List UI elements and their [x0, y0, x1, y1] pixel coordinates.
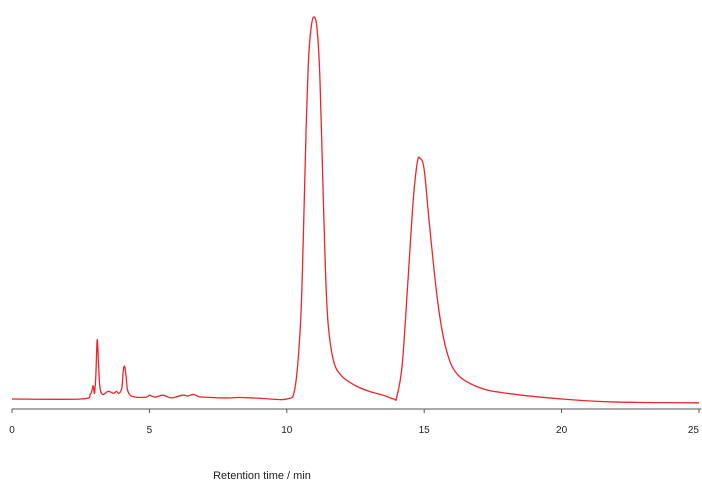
x-tick-label: 0 [9, 425, 15, 436]
x-tick-label: 15 [419, 425, 431, 436]
plot-area [11, 16, 700, 404]
x-axis-label: Retention time / min [213, 470, 311, 482]
x-tick-label: 25 [688, 425, 700, 436]
series-line-0 [11, 16, 700, 404]
x-tick-label: 20 [556, 425, 568, 436]
x-tick-label: 10 [281, 425, 293, 436]
x-tick-label: 5 [147, 425, 153, 436]
x-axis: 0 5 10 15 20 25 [9, 408, 701, 436]
